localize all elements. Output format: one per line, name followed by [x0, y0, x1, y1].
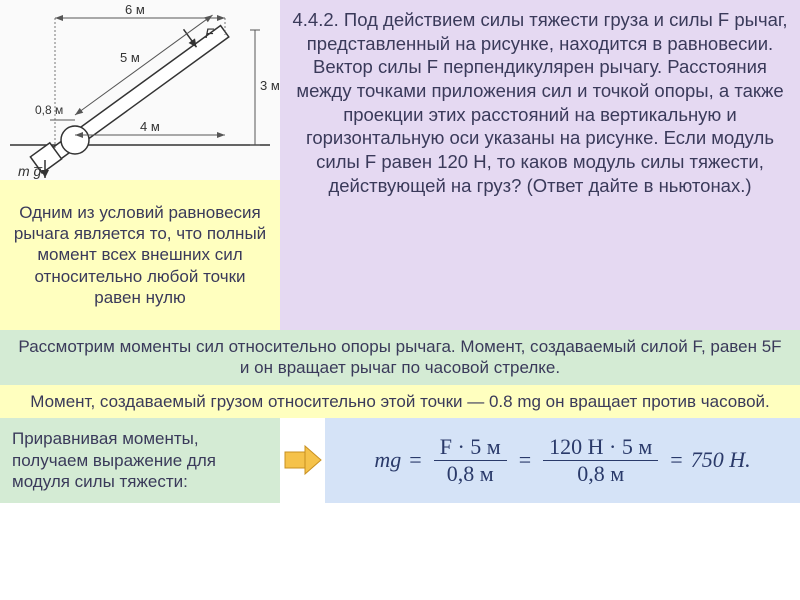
- frac1-num: F · 5 м: [434, 434, 507, 461]
- moment-f-text: Рассмотрим моменты сил относительно опор…: [18, 337, 781, 377]
- lever-diagram: m g̅ F 3 м 4 м: [0, 0, 280, 180]
- svg-text:0,8 м: 0,8 м: [35, 103, 63, 117]
- diagram-column: m g̅ F 3 м 4 м: [0, 0, 280, 330]
- svg-text:m g̅: m g̅: [18, 163, 43, 179]
- note-text: Одним из условий равновесия рычага являе…: [10, 202, 270, 308]
- formula-result: 750 Н.: [691, 447, 751, 473]
- moment-mg-text: Момент, создаваемый грузом относительно …: [30, 392, 770, 411]
- svg-text:4 м: 4 м: [140, 119, 160, 134]
- formula-box: mg = F · 5 м 0,8 м = 120 Н · 5 м 0,8 м =…: [325, 418, 800, 503]
- frac2-den: 0,8 м: [571, 461, 630, 487]
- svg-text:3 м: 3 м: [260, 78, 280, 93]
- equals-2: =: [519, 447, 531, 473]
- problem-text: 4.4.2. Под действием силы тяжести груза …: [292, 9, 787, 196]
- svg-text:F: F: [205, 25, 215, 41]
- bottom-row: Приравнивая моменты, получаем выражение …: [0, 418, 800, 503]
- frac2-num: 120 Н · 5 м: [543, 434, 658, 461]
- arrow-right-icon: [283, 440, 323, 480]
- equals-3: =: [670, 447, 682, 473]
- fraction-2: 120 Н · 5 м 0,8 м: [543, 434, 658, 487]
- moment-mg-row: Момент, создаваемый грузом относительно …: [0, 385, 800, 418]
- equals-1: =: [409, 447, 421, 473]
- svg-text:6 м: 6 м: [125, 2, 145, 17]
- arrow-column: [280, 418, 325, 503]
- moment-f-row: Рассмотрим моменты сил относительно опор…: [0, 330, 800, 385]
- equilibrium-note: Одним из условий равновесия рычага являе…: [0, 180, 280, 330]
- equating-text-box: Приравнивая моменты, получаем выражение …: [0, 418, 280, 503]
- formula-lhs: mg: [374, 447, 401, 473]
- frac1-den: 0,8 м: [441, 461, 500, 487]
- svg-text:5 м: 5 м: [120, 50, 140, 65]
- fraction-1: F · 5 м 0,8 м: [434, 434, 507, 487]
- top-row: m g̅ F 3 м 4 м: [0, 0, 800, 330]
- equating-text: Приравнивая моменты, получаем выражение …: [12, 428, 268, 492]
- problem-statement: 4.4.2. Под действием силы тяжести груза …: [280, 0, 800, 330]
